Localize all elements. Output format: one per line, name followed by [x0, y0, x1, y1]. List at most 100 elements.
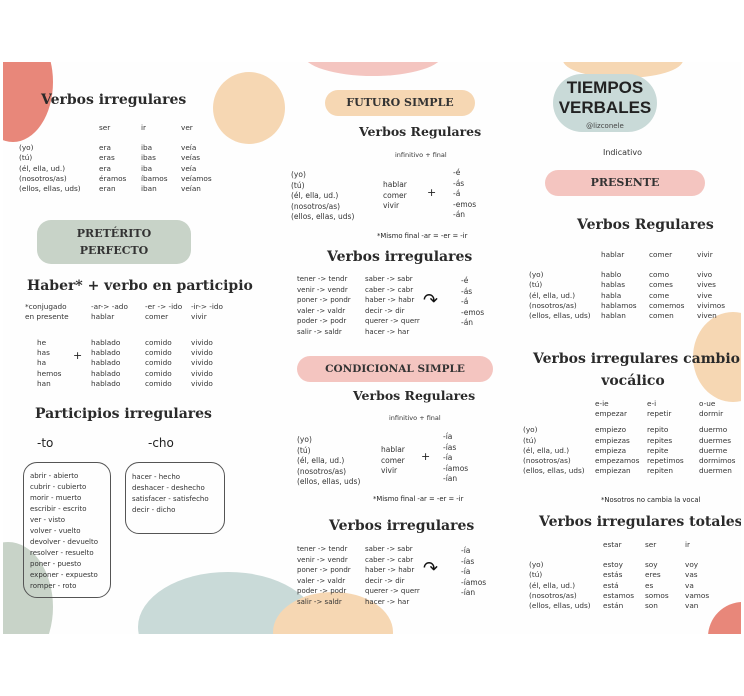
futuro-irr-left: tener -> tendr venir -> vendr poner -> p… [297, 275, 351, 336]
cell: eras [99, 153, 115, 163]
cell: hablado [91, 378, 121, 388]
cell: vivido [191, 338, 213, 347]
table-row: (ellos, ellas, uds) empiezan repiten duerme… [523, 466, 739, 476]
cell: están [603, 601, 624, 611]
table-row: hemos hablado comido vivido [37, 369, 217, 379]
futuro-simple-pill: FUTURO SIMPLE [325, 90, 475, 116]
cell: era [99, 143, 111, 153]
cell: vivido [191, 378, 213, 388]
cell: era [99, 163, 111, 173]
title-blob [553, 74, 657, 132]
cell: hablado [91, 368, 121, 378]
cell: está [603, 580, 619, 590]
cell: (él, ella, ud.) [19, 163, 66, 173]
condicional-irr-endings: -ía -ías -ía -íamos -ían [461, 546, 487, 598]
cell: vives [697, 280, 716, 290]
cell: (ellos, ellas, uds) [529, 601, 591, 611]
cambio-vocalico-title: Verbos irregulares cambio vocálico [533, 351, 740, 389]
cell: (él, ella, ud.) [529, 580, 576, 590]
futuro-verbs: hablar comer vivir [383, 180, 407, 211]
cell: (yo) [19, 143, 34, 153]
table-row: (él, ella, ud.) era iba veía [19, 164, 216, 174]
table-row: (nosotros/as) empezamos repetimos dormimos [523, 456, 739, 466]
cell: repiten [647, 466, 673, 476]
cell: ha [37, 358, 47, 368]
cell: hablamos [601, 300, 637, 310]
table-row: (yo) era iba veía [19, 143, 216, 153]
cell: éramos [99, 173, 127, 183]
cell: (ellos, ellas, uds) [19, 184, 81, 194]
futuro-irregulares-title: Verbos irregulares [327, 249, 473, 265]
header-estar: estar [603, 540, 622, 549]
plus-sign: + [73, 349, 83, 362]
totales-table: estar ser ir (yo) estoy soy voy (tú) estás er… [529, 540, 713, 611]
cell: (nosotros/as) [529, 590, 577, 600]
cell: van [685, 601, 699, 611]
preterito-perfecto-pill: PRETÉRITO PERFECTO [37, 220, 191, 264]
futuro-endings: -é -ás -á -emos -án [453, 168, 477, 220]
cell: hablo [601, 270, 622, 280]
table-row: (tú) empiezas repites duermes [523, 436, 739, 446]
cell: comido [145, 378, 172, 388]
indicativo-label: Indicativo [603, 148, 643, 157]
table-row: (ellos, ellas, uds) están son van [529, 601, 713, 611]
table-row: he hablado comido vivido [37, 338, 217, 348]
cell: eres [645, 570, 661, 580]
cell: dormimos [699, 456, 736, 466]
cell: he [37, 338, 47, 347]
condicional-irregulares-title: Verbos irregulares [329, 518, 475, 534]
cell: estás [603, 570, 623, 580]
header-ver: ver [181, 123, 193, 132]
cell: duermes [699, 435, 732, 445]
header-conjugado: *conjugado en presente [25, 302, 69, 322]
cell: empiezan [595, 466, 631, 476]
cell: veía [181, 143, 197, 153]
header-ir: ir [685, 540, 691, 549]
header-hablar: hablar [601, 250, 625, 259]
table-header-row: *conjugado en presente -ar-> -ado hablar… [25, 302, 227, 322]
cell: hablado [91, 358, 121, 368]
cell: comen [649, 311, 674, 321]
presente-regulares-table: hablar comer vivir (yo) hablo como vivo (tú… [529, 250, 729, 321]
cell: duermen [699, 466, 732, 476]
cell: íbamos [141, 173, 168, 183]
table-header-row: e-ie empezar e-i repetir o-ue dormir [523, 399, 739, 419]
cell: veía [181, 163, 197, 173]
table-row: (él, ella, ud.) habla come vive [529, 291, 729, 301]
cell: hablas [601, 280, 626, 290]
cell: comido [145, 338, 172, 347]
cell: duerme [699, 445, 728, 455]
participios-title: Participios irregulares [35, 406, 212, 422]
cell: va [685, 580, 694, 590]
cambio-note: *Nosotros no cambia la vocal [601, 496, 701, 504]
table-row: (él, ella, ud.) empieza repite duerme [523, 446, 739, 456]
cell: comido [145, 358, 172, 368]
cell: soy [645, 560, 658, 570]
condicional-formula: infinitivo + final [389, 414, 441, 422]
presente-regulares-title: Verbos Regulares [577, 217, 714, 233]
table-header-row: hablar comer vivir [529, 250, 729, 260]
cell: repites [647, 435, 673, 445]
header-ido-ir: -ir-> -ido vivir [191, 302, 224, 322]
cell: habla [601, 290, 622, 300]
cell: es [645, 580, 654, 590]
table-header-row: estar ser ir [529, 540, 713, 550]
header-ir: ir [141, 123, 147, 132]
cell: veías [181, 153, 201, 163]
cell: estamos [603, 590, 634, 600]
table-row: (ellos, ellas, uds) eran iban veían [19, 184, 216, 194]
cell: (él, ella, ud.) [529, 290, 576, 300]
table-row: (yo) estoy soy voy [529, 560, 713, 570]
cell: (tú) [19, 153, 33, 163]
header-vivir: vivir [697, 250, 713, 259]
cell: como [649, 270, 670, 280]
cell: (tú) [529, 570, 543, 580]
table-row: (yo) empiezo repito duermo [523, 425, 739, 435]
page-title: TIEMPOS VERBALES [558, 78, 652, 117]
cell: vivido [191, 348, 213, 358]
cell: vamos [685, 590, 710, 600]
cell: (yo) [529, 270, 544, 280]
table-row: has hablado comido vivido [37, 348, 217, 358]
condicional-endings: -ía -ías -ía -íamos -ían [443, 432, 469, 484]
cell: hablado [91, 338, 121, 347]
